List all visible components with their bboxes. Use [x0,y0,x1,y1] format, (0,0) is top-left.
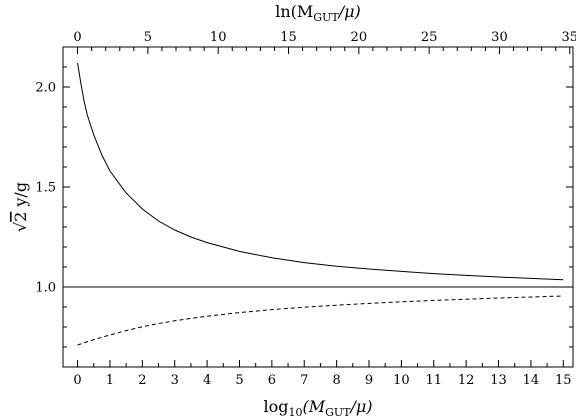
x-tick-label: 3 [171,373,179,388]
x-tick-label: 14 [523,373,540,388]
top-tick-label: 0 [73,30,81,45]
x-tick-label: 5 [235,373,243,388]
x-tick-label: 6 [268,373,276,388]
y-axis-title-two: 2 [11,212,30,222]
series-line-solid [77,62,564,281]
x-tick-label: 10 [393,373,410,388]
series-line-dashed [77,295,564,346]
y-tick-label: 1.0 [35,281,56,296]
x-axis-title-bottom-subgut: GUT [325,406,351,419]
x-axis-title-bottom-m: (M [302,397,325,416]
x-tick-label: 2 [138,373,146,388]
x-tick-label: 1 [106,373,114,388]
x-tick-label: 11 [425,373,442,388]
x-axis-title-top: ln(MGUT/μ) [275,2,360,24]
x-tick-label: 7 [300,373,308,388]
x-axis-title-bottom-log: log [263,397,288,416]
tick-labels: 0 1 2 3 4 5 6 7 8 9 10 11 12 13 14 150 5 10 15 20 25 30 351.01… [35,30,576,388]
y-axis-title-rest: y/g [11,182,30,212]
x-axis-title-bottom: log10(MGUT/μ) [263,397,372,419]
top-tick-label: 5 [144,30,152,45]
plot-frame [62,46,574,368]
top-tick-label: 35 [561,30,576,45]
series [63,62,573,346]
x-axis-title-bottom-end: /μ) [349,397,373,416]
x-tick-label: 0 [73,373,81,388]
top-tick-label: 25 [421,30,438,45]
x-tick-label: 15 [555,373,572,388]
ticks [63,46,573,367]
x-axis-title-top-end: /μ) [337,2,361,21]
y-axis-title: √2 y/g [11,182,30,232]
top-tick-label: 15 [280,30,297,45]
y-tick-label: 2.0 [35,81,56,96]
x-axis-title-top-subgut: GUT [313,11,339,24]
y-axis-title-root: √ [11,221,30,232]
x-tick-label: 12 [458,373,475,388]
x-axis-title-top-ln: ln(M [275,2,313,21]
top-tick-label: 30 [491,30,508,45]
top-tick-label: 20 [351,30,368,45]
x-axis-title-bottom-sub10: 10 [288,406,302,419]
x-tick-label: 13 [490,373,507,388]
x-tick-label: 9 [365,373,373,388]
y-tick-label: 1.5 [35,181,56,196]
x-tick-label: 8 [332,373,340,388]
top-tick-label: 10 [210,30,227,45]
x-tick-label: 4 [203,373,211,388]
